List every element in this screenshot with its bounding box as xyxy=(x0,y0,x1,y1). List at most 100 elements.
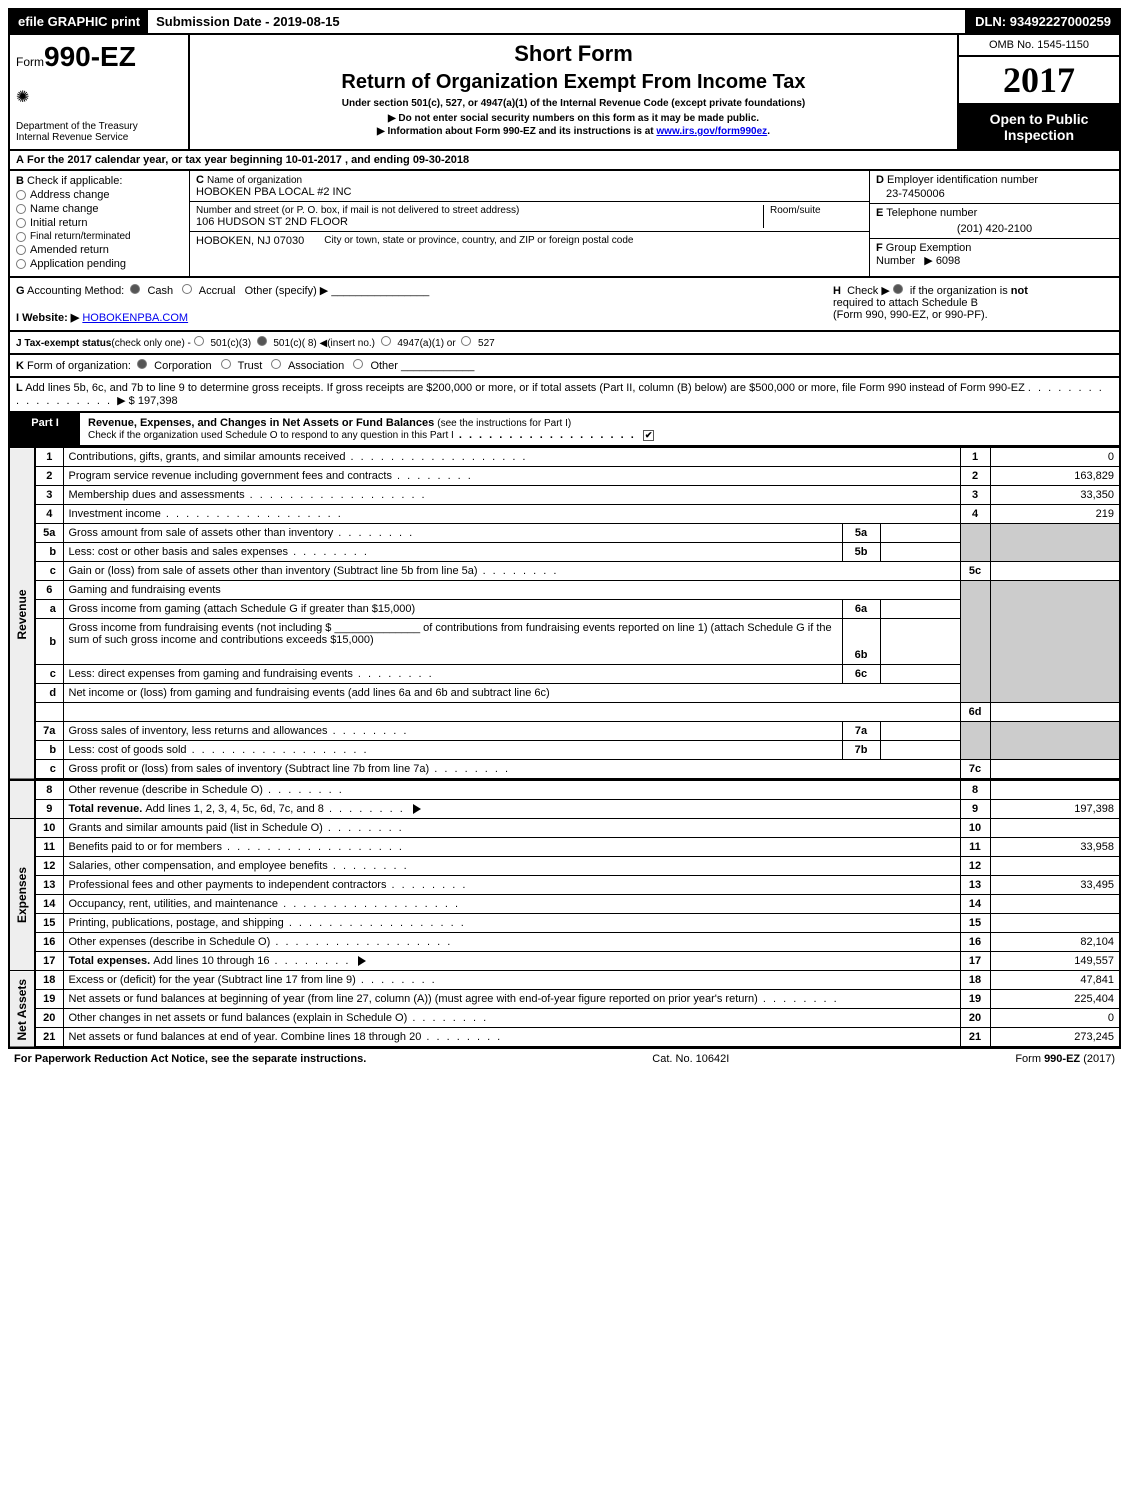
form-prefix: Form xyxy=(16,55,44,69)
row-h-text2: if the organization is xyxy=(910,285,1011,297)
row-k: K Form of organization: Corporation Trus… xyxy=(8,355,1121,378)
row-a-label: A xyxy=(16,154,24,166)
chk-sched-b[interactable] xyxy=(893,284,903,294)
table-row: 9 Total revenue. Add lines 1, 2, 3, 4, 5… xyxy=(9,800,1120,819)
table-row: 21 Net assets or fund balances at end of… xyxy=(9,1028,1120,1048)
table-row: d Net income or (loss) from gaming and f… xyxy=(9,684,1120,703)
chk-name-change[interactable]: Name change xyxy=(16,203,183,215)
table-row: 8 Other revenue (describe in Schedule O)… xyxy=(9,781,1120,800)
table-row: 19 Net assets or fund balances at beginn… xyxy=(9,990,1120,1009)
irs-link[interactable]: www.irs.gov/form990ez xyxy=(656,126,767,137)
radio-accrual[interactable] xyxy=(182,284,192,294)
website-link[interactable]: HOBOKENPBA.COM xyxy=(82,312,188,324)
radio-cash[interactable] xyxy=(130,284,140,294)
amt-line-5c xyxy=(990,562,1120,581)
arrow-icon xyxy=(358,956,366,966)
row-k-label: K xyxy=(16,360,24,372)
top-bar: efile GRAPHIC print Submission Date - 20… xyxy=(8,8,1121,35)
gross-receipts: 197,398 xyxy=(138,395,178,407)
amt-line-3: 33,350 xyxy=(990,486,1120,505)
radio-527[interactable] xyxy=(461,336,471,346)
form-header: Form990-EZ ✺ Department of the Treasury … xyxy=(8,35,1121,151)
radio-trust[interactable] xyxy=(221,359,231,369)
block-f: F Group Exemption Number ▶ 6098 xyxy=(870,239,1119,270)
short-form-title: Short Form xyxy=(200,41,947,67)
block-d: D Employer identification number 23-7450… xyxy=(870,171,1119,204)
table-row: 20 Other changes in net assets or fund b… xyxy=(9,1009,1120,1028)
chk-final-return[interactable]: Final return/terminated xyxy=(16,231,183,242)
amt-line-11: 33,958 xyxy=(990,838,1120,857)
chk-application-pending[interactable]: Application pending xyxy=(16,258,183,270)
radio-other-org[interactable] xyxy=(353,359,363,369)
form-footer: Form 990-EZ (2017) xyxy=(1015,1053,1115,1065)
table-row: b Gross income from fundraising events (… xyxy=(9,619,1120,665)
table-row: Revenue 1 Contributions, gifts, grants, … xyxy=(9,448,1120,467)
chk-sched-o[interactable] xyxy=(643,430,654,441)
amt-line-10 xyxy=(990,819,1120,838)
row-i-label: I Website: ▶ xyxy=(16,312,79,324)
under-section-text: Under section 501(c), 527, or 4947(a)(1)… xyxy=(200,98,947,109)
table-row: c Less: direct expenses from gaming and … xyxy=(9,665,1120,684)
amt-line-16: 82,104 xyxy=(990,933,1120,952)
row-l-label: L xyxy=(16,382,23,394)
table-row: 15 Printing, publications, postage, and … xyxy=(9,914,1120,933)
info-link-line: ▶ Information about Form 990-EZ and its … xyxy=(200,126,947,137)
amt-line-6d xyxy=(990,703,1120,722)
row-gh: G Accounting Method: Cash Accrual Other … xyxy=(8,278,1121,332)
amt-line-12 xyxy=(990,857,1120,876)
city-hint: City or town, state or province, country… xyxy=(324,235,633,247)
radio-501c[interactable] xyxy=(257,336,267,346)
part-1-sub: Check if the organization used Schedule … xyxy=(88,430,454,441)
table-row: 12 Salaries, other compensation, and emp… xyxy=(9,857,1120,876)
form-number-block: Form990-EZ ✺ Department of the Treasury … xyxy=(10,35,190,149)
row-k-text: Form of organization: xyxy=(27,360,131,372)
table-row: c Gross profit or (loss) from sales of i… xyxy=(9,760,1120,780)
city-state-zip: HOBOKEN, NJ 07030 xyxy=(196,235,304,247)
chk-initial-return[interactable]: Initial return xyxy=(16,217,183,229)
street-address: 106 HUDSON ST 2ND FLOOR xyxy=(196,216,763,228)
expenses-side-label: Expenses xyxy=(9,819,35,971)
block-def: D Employer identification number 23-7450… xyxy=(869,171,1119,276)
part-1-table-2: 8 Other revenue (describe in Schedule O)… xyxy=(8,780,1121,1048)
table-row: 6 Gaming and fundraising events xyxy=(9,581,1120,600)
chk-address-change[interactable]: Address change xyxy=(16,189,183,201)
table-row: 2 Program service revenue including gove… xyxy=(9,467,1120,486)
row-l: L Add lines 5b, 6c, and 7b to line 9 to … xyxy=(8,378,1121,413)
amt-line-2: 163,829 xyxy=(990,467,1120,486)
irs-label: Internal Revenue Service xyxy=(16,132,182,143)
block-b: B Check if applicable: Address change Na… xyxy=(10,171,190,276)
radio-501c3[interactable] xyxy=(194,336,204,346)
amt-line-7c xyxy=(990,760,1120,780)
paperwork-notice: For Paperwork Reduction Act Notice, see … xyxy=(14,1053,366,1065)
amt-line-21: 273,245 xyxy=(990,1028,1120,1048)
omb-number: OMB No. 1545-1150 xyxy=(959,35,1119,57)
amt-line-18: 47,841 xyxy=(990,971,1120,990)
table-row: 16 Other expenses (describe in Schedule … xyxy=(9,933,1120,952)
group-exempt-value: ▶ 6098 xyxy=(924,255,960,267)
radio-assoc[interactable] xyxy=(271,359,281,369)
radio-4947[interactable] xyxy=(381,336,391,346)
block-c: C Name of organization HOBOKEN PBA LOCAL… xyxy=(190,171,869,276)
tax-year-begin: 10-01-2017 xyxy=(286,154,342,166)
form-title-block: Short Form Return of Organization Exempt… xyxy=(190,35,959,149)
dln: DLN: 93492227000259 xyxy=(967,10,1119,33)
row-g: G Accounting Method: Cash Accrual Other … xyxy=(16,284,833,324)
warning-ssn: ▶ Do not enter social security numbers o… xyxy=(200,113,947,124)
tax-year-end: 09-30-2018 xyxy=(413,154,469,166)
dln-label: DLN: xyxy=(975,14,1010,29)
block-e: E Telephone number (201) 420-2100 xyxy=(870,204,1119,239)
table-row: Net Assets 18 Excess or (deficit) for th… xyxy=(9,971,1120,990)
cat-number: Cat. No. 10642I xyxy=(652,1053,729,1065)
part-1-table: Revenue 1 Contributions, gifts, grants, … xyxy=(8,447,1121,780)
row-g-label: G xyxy=(16,285,25,297)
header-right: OMB No. 1545-1150 2017 Open to Public In… xyxy=(959,35,1119,149)
form-number: 990-EZ xyxy=(44,41,136,72)
open-to-public-1: Open to Public xyxy=(963,111,1115,127)
table-row: 14 Occupancy, rent, utilities, and maint… xyxy=(9,895,1120,914)
phone-value: (201) 420-2100 xyxy=(876,219,1113,235)
ein-value: 23-7450006 xyxy=(876,186,1113,200)
submission-date: Submission Date - 2019-08-15 xyxy=(148,10,967,33)
chk-amended-return[interactable]: Amended return xyxy=(16,244,183,256)
radio-corp[interactable] xyxy=(137,359,147,369)
row-a-text: For the 2017 calendar year, or tax year … xyxy=(27,154,286,166)
